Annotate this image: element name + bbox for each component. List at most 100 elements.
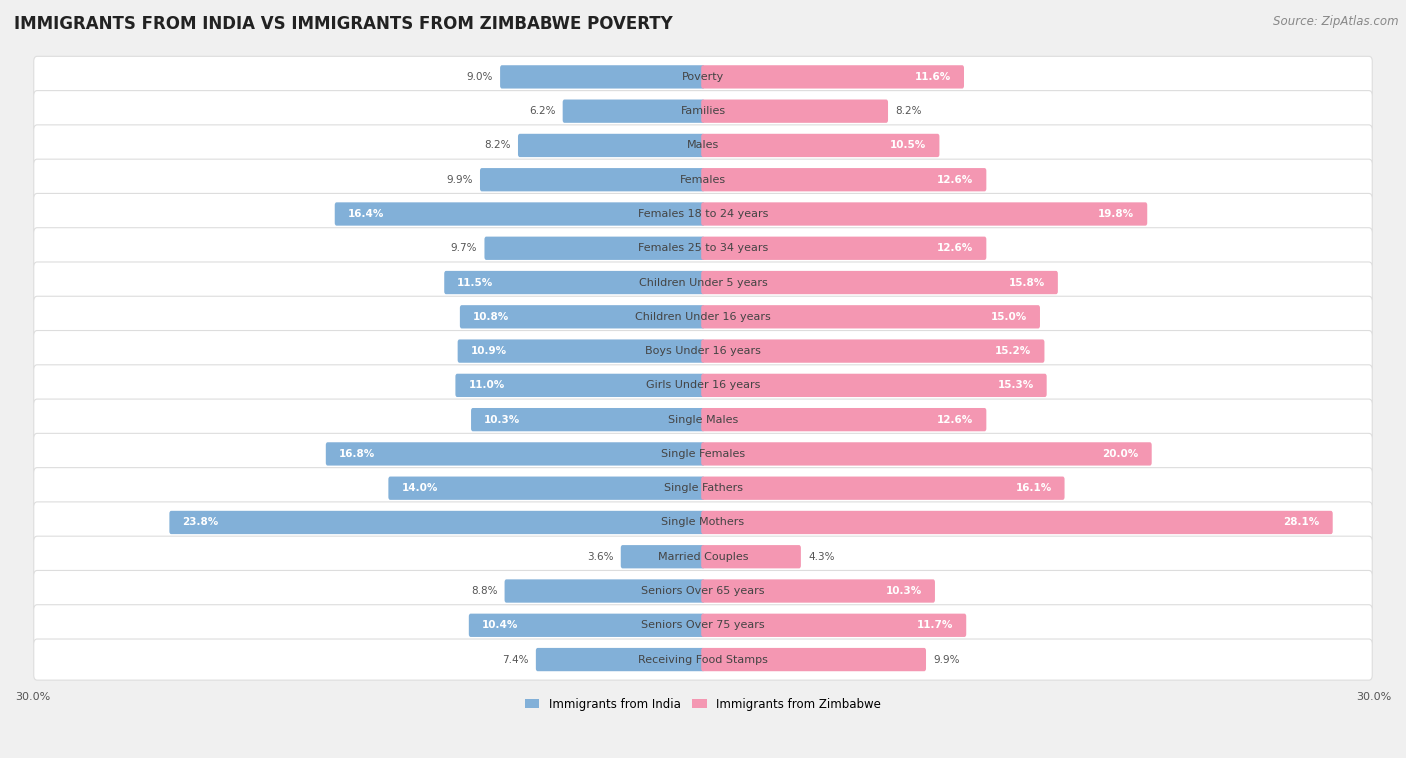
FancyBboxPatch shape xyxy=(702,305,1040,328)
FancyBboxPatch shape xyxy=(702,134,939,157)
Text: 10.8%: 10.8% xyxy=(472,312,509,322)
FancyBboxPatch shape xyxy=(562,99,704,123)
Text: 15.0%: 15.0% xyxy=(991,312,1026,322)
Text: IMMIGRANTS FROM INDIA VS IMMIGRANTS FROM ZIMBABWE POVERTY: IMMIGRANTS FROM INDIA VS IMMIGRANTS FROM… xyxy=(14,15,673,33)
Text: 11.7%: 11.7% xyxy=(917,620,953,631)
FancyBboxPatch shape xyxy=(702,168,987,191)
Text: Single Males: Single Males xyxy=(668,415,738,424)
FancyBboxPatch shape xyxy=(335,202,704,226)
FancyBboxPatch shape xyxy=(485,236,704,260)
Text: Seniors Over 65 years: Seniors Over 65 years xyxy=(641,586,765,596)
Text: 8.8%: 8.8% xyxy=(471,586,498,596)
Text: 7.4%: 7.4% xyxy=(502,655,529,665)
FancyBboxPatch shape xyxy=(34,502,1372,543)
Text: 10.5%: 10.5% xyxy=(890,140,927,150)
Text: Families: Families xyxy=(681,106,725,116)
Text: 16.1%: 16.1% xyxy=(1015,483,1052,493)
FancyBboxPatch shape xyxy=(702,99,889,123)
Text: 16.4%: 16.4% xyxy=(347,209,384,219)
FancyBboxPatch shape xyxy=(34,159,1372,200)
Text: 11.0%: 11.0% xyxy=(468,381,505,390)
FancyBboxPatch shape xyxy=(34,399,1372,440)
Text: 20.0%: 20.0% xyxy=(1102,449,1139,459)
Text: 10.3%: 10.3% xyxy=(886,586,922,596)
FancyBboxPatch shape xyxy=(471,408,704,431)
FancyBboxPatch shape xyxy=(34,536,1372,578)
FancyBboxPatch shape xyxy=(34,639,1372,680)
FancyBboxPatch shape xyxy=(702,340,1045,363)
FancyBboxPatch shape xyxy=(34,434,1372,475)
FancyBboxPatch shape xyxy=(702,477,1064,500)
Text: Married Couples: Married Couples xyxy=(658,552,748,562)
Text: 10.4%: 10.4% xyxy=(482,620,519,631)
Text: 14.0%: 14.0% xyxy=(401,483,437,493)
Text: 9.9%: 9.9% xyxy=(934,655,960,665)
Text: Source: ZipAtlas.com: Source: ZipAtlas.com xyxy=(1274,15,1399,28)
Text: 10.9%: 10.9% xyxy=(471,346,506,356)
FancyBboxPatch shape xyxy=(702,545,801,568)
Text: 10.3%: 10.3% xyxy=(484,415,520,424)
Text: Boys Under 16 years: Boys Under 16 years xyxy=(645,346,761,356)
FancyBboxPatch shape xyxy=(468,614,704,637)
Text: Females 18 to 24 years: Females 18 to 24 years xyxy=(638,209,768,219)
Text: 8.2%: 8.2% xyxy=(896,106,922,116)
FancyBboxPatch shape xyxy=(702,408,987,431)
FancyBboxPatch shape xyxy=(34,296,1372,337)
FancyBboxPatch shape xyxy=(34,571,1372,612)
FancyBboxPatch shape xyxy=(702,614,966,637)
Legend: Immigrants from India, Immigrants from Zimbabwe: Immigrants from India, Immigrants from Z… xyxy=(520,693,886,716)
FancyBboxPatch shape xyxy=(457,340,704,363)
Text: 12.6%: 12.6% xyxy=(938,243,973,253)
Text: 4.3%: 4.3% xyxy=(808,552,835,562)
Text: Single Fathers: Single Fathers xyxy=(664,483,742,493)
FancyBboxPatch shape xyxy=(702,202,1147,226)
FancyBboxPatch shape xyxy=(34,227,1372,269)
Text: 15.3%: 15.3% xyxy=(997,381,1033,390)
Text: 28.1%: 28.1% xyxy=(1284,518,1320,528)
FancyBboxPatch shape xyxy=(34,125,1372,166)
Text: 9.7%: 9.7% xyxy=(451,243,477,253)
FancyBboxPatch shape xyxy=(169,511,704,534)
Text: 9.9%: 9.9% xyxy=(446,174,472,185)
FancyBboxPatch shape xyxy=(34,91,1372,132)
FancyBboxPatch shape xyxy=(517,134,704,157)
Text: Females 25 to 34 years: Females 25 to 34 years xyxy=(638,243,768,253)
Text: Seniors Over 75 years: Seniors Over 75 years xyxy=(641,620,765,631)
Text: 15.2%: 15.2% xyxy=(995,346,1032,356)
FancyBboxPatch shape xyxy=(702,374,1046,397)
Text: Receiving Food Stamps: Receiving Food Stamps xyxy=(638,655,768,665)
Text: Girls Under 16 years: Girls Under 16 years xyxy=(645,381,761,390)
Text: 9.0%: 9.0% xyxy=(467,72,494,82)
Text: Males: Males xyxy=(688,140,718,150)
FancyBboxPatch shape xyxy=(444,271,704,294)
Text: 6.2%: 6.2% xyxy=(529,106,555,116)
Text: 23.8%: 23.8% xyxy=(183,518,218,528)
FancyBboxPatch shape xyxy=(536,648,704,672)
FancyBboxPatch shape xyxy=(479,168,704,191)
FancyBboxPatch shape xyxy=(621,545,704,568)
FancyBboxPatch shape xyxy=(702,648,927,672)
FancyBboxPatch shape xyxy=(460,305,704,328)
FancyBboxPatch shape xyxy=(456,374,704,397)
FancyBboxPatch shape xyxy=(702,442,1152,465)
FancyBboxPatch shape xyxy=(34,330,1372,371)
Text: Poverty: Poverty xyxy=(682,72,724,82)
Text: 15.8%: 15.8% xyxy=(1008,277,1045,287)
Text: 11.6%: 11.6% xyxy=(915,72,950,82)
FancyBboxPatch shape xyxy=(702,511,1333,534)
FancyBboxPatch shape xyxy=(702,65,965,89)
FancyBboxPatch shape xyxy=(34,605,1372,646)
FancyBboxPatch shape xyxy=(34,262,1372,303)
Text: 12.6%: 12.6% xyxy=(938,415,973,424)
Text: 16.8%: 16.8% xyxy=(339,449,375,459)
FancyBboxPatch shape xyxy=(34,56,1372,98)
Text: 11.5%: 11.5% xyxy=(457,277,494,287)
FancyBboxPatch shape xyxy=(505,579,704,603)
Text: 12.6%: 12.6% xyxy=(938,174,973,185)
Text: Children Under 16 years: Children Under 16 years xyxy=(636,312,770,322)
Text: 8.2%: 8.2% xyxy=(484,140,510,150)
Text: 3.6%: 3.6% xyxy=(588,552,613,562)
FancyBboxPatch shape xyxy=(501,65,704,89)
FancyBboxPatch shape xyxy=(702,271,1057,294)
FancyBboxPatch shape xyxy=(702,579,935,603)
